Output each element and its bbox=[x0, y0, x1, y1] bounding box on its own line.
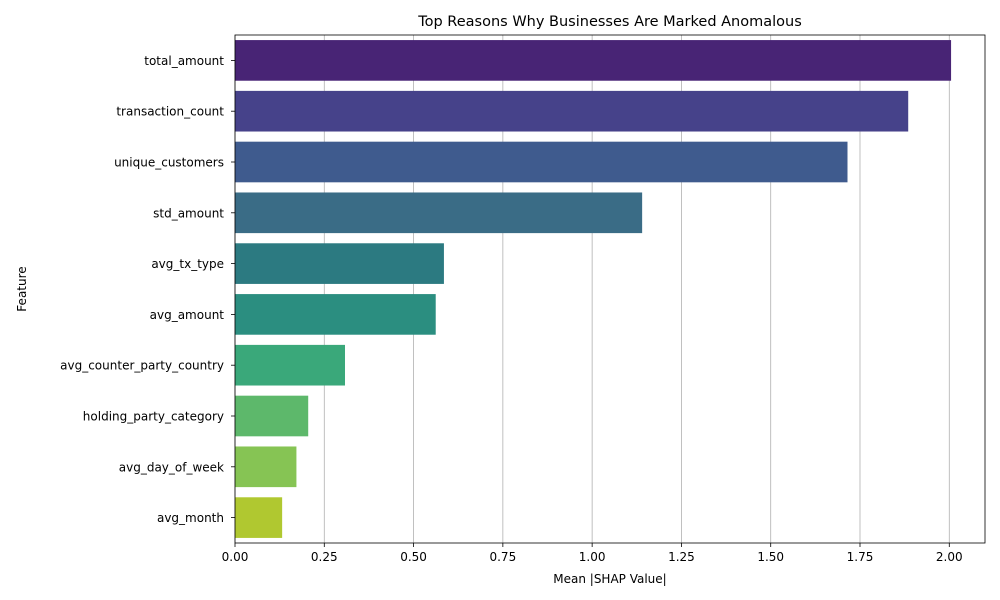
bar-avg-tx-type bbox=[235, 243, 444, 284]
x-axis-title: Mean |SHAP Value| bbox=[553, 572, 666, 586]
y-tick-label: avg_month bbox=[157, 511, 224, 525]
y-tick-label: transaction_count bbox=[116, 105, 224, 119]
x-tick-label: 2.00 bbox=[936, 550, 963, 564]
bar-avg-month bbox=[235, 497, 283, 538]
y-tick-label: avg_counter_party_country bbox=[60, 359, 224, 373]
axes-frame bbox=[234, 34, 986, 544]
bar-std-amount bbox=[235, 192, 643, 234]
bar-total-amount bbox=[235, 40, 952, 81]
y-tick-label: avg_day_of_week bbox=[119, 460, 224, 474]
x-tick-label: 0.00 bbox=[222, 550, 249, 564]
x-axis-ticks: 0.00 0.25 0.50 0.75 1.00 1.25 1.50 1.75 2.00 bbox=[222, 543, 963, 564]
x-tick-label: 1.00 bbox=[579, 550, 606, 564]
y-tick-label: avg_amount bbox=[150, 308, 225, 322]
x-tick-label: 1.25 bbox=[668, 550, 695, 564]
bar-avg-counter-party-country bbox=[235, 344, 345, 386]
chart-title: Top Reasons Why Businesses Are Marked An… bbox=[417, 14, 802, 30]
x-tick-label: 0.75 bbox=[489, 550, 516, 564]
x-tick-label: 1.75 bbox=[847, 550, 874, 564]
plot-border bbox=[234, 34, 986, 544]
bar-avg-amount bbox=[235, 294, 436, 335]
y-tick-label: holding_party_category bbox=[83, 410, 224, 424]
x-tick-label: 1.50 bbox=[757, 550, 784, 564]
bar-holding-party-category bbox=[235, 395, 309, 437]
x-tick-label: 0.25 bbox=[311, 550, 338, 564]
bar-avg-day-of-week bbox=[235, 446, 297, 488]
y-tick-label: std_amount bbox=[153, 206, 224, 220]
bar-unique-customers bbox=[235, 141, 848, 183]
y-tick-label: avg_tx_type bbox=[151, 257, 224, 271]
x-tick-label: 0.50 bbox=[400, 550, 427, 564]
bars bbox=[235, 40, 952, 538]
bar-transaction-count bbox=[235, 90, 909, 132]
y-axis-ticks: total_amount transaction_count unique_cust… bbox=[60, 54, 235, 525]
y-tick-label: total_amount bbox=[144, 54, 224, 68]
y-tick-label: unique_customers bbox=[114, 156, 224, 170]
y-axis-title: Feature bbox=[15, 266, 29, 311]
